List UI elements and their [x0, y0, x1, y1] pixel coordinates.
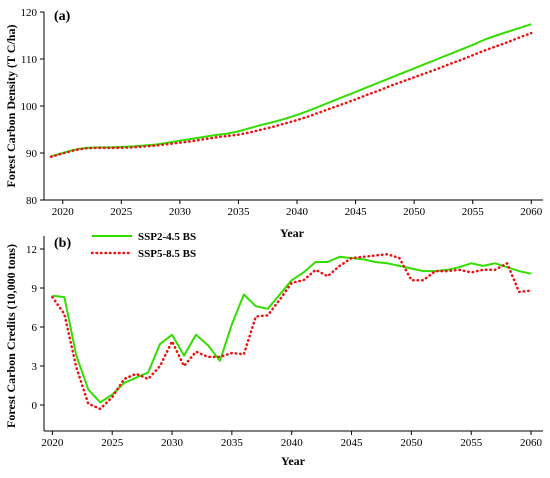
- panel-a-y-axis-title: Forest Carbon Density (T C/ha): [4, 25, 18, 188]
- panel-a-y-tick-label: 90: [26, 148, 38, 160]
- panel-b-label: (b): [54, 236, 71, 251]
- panel-b-series-ssp245: [52, 255, 532, 404]
- panel-b-x-tick-label: 2035: [221, 437, 244, 449]
- panel-b-y-tick-label: 3: [32, 361, 38, 373]
- panel-a-y-tick-label: 80: [26, 195, 38, 207]
- panel-a: 2020 2025 2030 2035 2040 2045 2050 2055 2060 80 90…: [4, 7, 543, 240]
- panel-a-x-tick-label: 2055: [462, 206, 485, 218]
- panel-a-series-ssp245: [50, 23, 532, 158]
- panel-b-x-tick-label: 2040: [281, 437, 304, 449]
- panel-b-x-tick-label: 2055: [460, 437, 483, 449]
- legend-label-ssp585: SSP5-8.5 BS: [138, 248, 196, 260]
- panel-a-y-tick-label: 100: [21, 101, 38, 113]
- panel-b-x-tick-label: 2025: [101, 437, 124, 449]
- panel-b-x-tick-label: 2060: [520, 437, 543, 449]
- panel-a-x-tick-label: 2045: [345, 206, 368, 218]
- panel-a-label: (a): [54, 9, 71, 24]
- panel-a-x-tick-label: 2025: [110, 206, 133, 218]
- panel-b-series-ssp585: [51, 252, 533, 411]
- panel-b-y-axis-title: Forest Carbon Credits (10,000 tons): [4, 244, 18, 428]
- panel-a-x-tick-label: 2040: [286, 206, 309, 218]
- panel-b-y-tick-label: 0: [32, 400, 38, 412]
- panel-b-x-tick-label: 2030: [161, 437, 184, 449]
- panel-b-axes: 2020 2025 2030 2035 2040 2045 2050 2055 2060 0 3 6 9…: [26, 236, 543, 449]
- panel-a-x-tick-label: 2035: [227, 206, 250, 218]
- legend: SSP2-4.5 BS SSP5-8.5 BS: [90, 231, 196, 260]
- panel-b-x-tick-label: 2045: [341, 437, 364, 449]
- panel-b-y-tick-label: 6: [32, 322, 38, 334]
- panel-b-x-tick-label: 2050: [400, 437, 423, 449]
- panel-b-y-tick-label: 12: [26, 244, 37, 256]
- panel-a-y-tick-label: 110: [21, 54, 38, 66]
- panel-a-x-tick-label: 2030: [169, 206, 192, 218]
- panel-a-y-tick-label: 120: [21, 7, 38, 19]
- panel-b-x-tick-label: 2020: [41, 437, 64, 449]
- panel-a-x-tick-label: 2060: [520, 206, 543, 218]
- panel-b-x-axis-title: Year: [281, 454, 306, 468]
- panel-b-y-tick-label: 9: [32, 283, 38, 295]
- panel-a-series-ssp585: [49, 31, 533, 159]
- panel-a-axes: 2020 2025 2030 2035 2040 2045 2050 2055 2060 80 90…: [21, 7, 543, 218]
- panel-b: 2020 2025 2030 2035 2040 2045 2050 2055 2060 0 3 6 9…: [4, 231, 543, 468]
- panel-a-x-tick-label: 2020: [52, 206, 75, 218]
- legend-label-ssp245: SSP2-4.5 BS: [138, 231, 196, 243]
- panel-a-x-axis-title: Year: [280, 226, 305, 240]
- panel-a-x-tick-label: 2050: [403, 206, 426, 218]
